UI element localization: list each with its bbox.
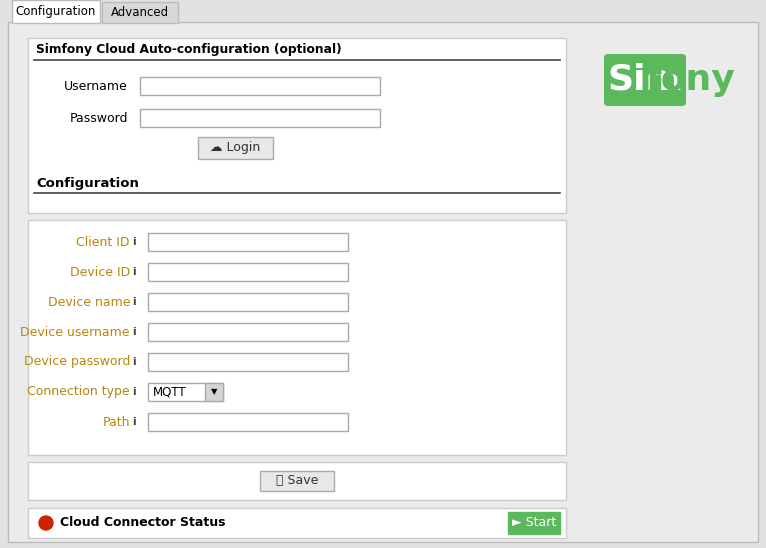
Text: i: i xyxy=(132,267,136,277)
Text: 💾 Save: 💾 Save xyxy=(276,475,318,488)
Bar xyxy=(148,263,348,281)
Bar xyxy=(205,383,223,401)
Text: Connection type: Connection type xyxy=(28,385,130,398)
Text: Device name: Device name xyxy=(47,295,130,309)
Text: i: i xyxy=(132,357,136,367)
Text: Username: Username xyxy=(64,79,128,93)
Bar xyxy=(260,471,334,491)
FancyBboxPatch shape xyxy=(604,54,686,106)
Bar xyxy=(148,383,223,401)
Text: ► Start: ► Start xyxy=(512,517,556,529)
Bar xyxy=(28,220,566,455)
Text: ▼: ▼ xyxy=(211,387,218,397)
Bar xyxy=(198,137,273,159)
Bar xyxy=(148,353,348,371)
Text: Configuration: Configuration xyxy=(16,4,97,18)
Text: i: i xyxy=(132,237,136,247)
Circle shape xyxy=(39,516,53,530)
Text: Password: Password xyxy=(70,111,128,124)
Bar xyxy=(12,0,100,23)
Bar xyxy=(28,38,566,213)
Text: Client ID: Client ID xyxy=(77,236,130,248)
Bar xyxy=(148,233,348,251)
Bar xyxy=(28,462,566,500)
Bar xyxy=(102,2,178,23)
Text: MQTT: MQTT xyxy=(153,385,187,398)
Bar xyxy=(28,508,566,538)
Text: Simfony Cloud Auto-configuration (optional): Simfony Cloud Auto-configuration (option… xyxy=(36,43,342,56)
Text: Advanced: Advanced xyxy=(111,5,169,19)
Bar xyxy=(140,77,380,95)
Text: Sim: Sim xyxy=(607,63,683,97)
Text: fony: fony xyxy=(645,63,735,97)
Bar xyxy=(148,323,348,341)
Text: i: i xyxy=(132,297,136,307)
Text: i: i xyxy=(132,327,136,337)
Bar xyxy=(148,413,348,431)
Text: Path: Path xyxy=(103,415,130,429)
Text: Cloud Connector Status: Cloud Connector Status xyxy=(60,517,225,529)
Text: i: i xyxy=(132,387,136,397)
Bar xyxy=(140,109,380,127)
Text: Device ID: Device ID xyxy=(70,265,130,278)
Text: Configuration: Configuration xyxy=(36,176,139,190)
Text: i: i xyxy=(132,417,136,427)
Bar xyxy=(148,293,348,311)
Text: Device username: Device username xyxy=(21,326,130,339)
Bar xyxy=(508,512,560,534)
Text: ☁ Login: ☁ Login xyxy=(210,141,260,155)
Text: Device password: Device password xyxy=(24,356,130,368)
